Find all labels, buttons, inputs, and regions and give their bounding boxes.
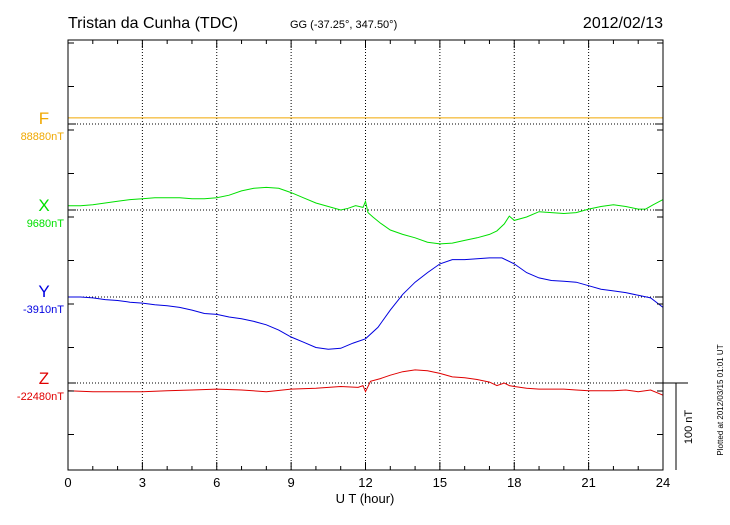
- series-layer: [67, 117, 664, 396]
- series-label-layer: F 88880nT X 9680nT Y -3910nT Z -22480nT: [17, 109, 64, 403]
- series-name-f: F: [39, 109, 49, 128]
- x-tick-label-3: 3: [139, 475, 146, 490]
- series-name-z: Z: [39, 369, 49, 388]
- x-tick-label-0: 0: [64, 475, 71, 490]
- station-coordinates: GG (-37.25°, 347.50°): [290, 19, 397, 31]
- series-name-y: Y: [38, 282, 49, 301]
- series-baseline-value-x: 9680nT: [27, 218, 65, 230]
- x-axis-label: U T (hour): [336, 491, 395, 506]
- plotted-timestamp: Plotted at 2012/03/15 01:01 UT: [716, 344, 725, 455]
- series-baseline-value-y: -3910nT: [23, 304, 64, 316]
- axis-layer: 0 3 6 9 12 15 18 21 24: [64, 40, 670, 490]
- baseline-layer: [68, 123, 663, 384]
- grid-layer: [141, 40, 590, 470]
- plot-frame: [67, 39, 664, 471]
- x-tick-label-12: 12: [358, 475, 372, 490]
- x-tick-label-24: 24: [656, 475, 670, 490]
- x-tick-label-6: 6: [213, 475, 220, 490]
- x-tick-label-21: 21: [581, 475, 595, 490]
- plot-date: 2012/02/13: [583, 15, 663, 32]
- x-tick-label-15: 15: [433, 475, 447, 490]
- series-baseline-value-f: 88880nT: [21, 131, 65, 143]
- series-line-y: [68, 257, 664, 350]
- series-line-x: [68, 186, 664, 245]
- series-line-z: [67, 369, 664, 396]
- scale-bar-label: 100 nT: [683, 410, 695, 445]
- series-name-x: X: [38, 196, 49, 215]
- x-tick-label-9: 9: [288, 475, 295, 490]
- station-title: Tristan da Cunha (TDC): [68, 15, 238, 32]
- x-tick-label-18: 18: [507, 475, 521, 490]
- series-baseline-value-z: -22480nT: [17, 391, 64, 403]
- scale-bar: 100 nT: [663, 382, 695, 470]
